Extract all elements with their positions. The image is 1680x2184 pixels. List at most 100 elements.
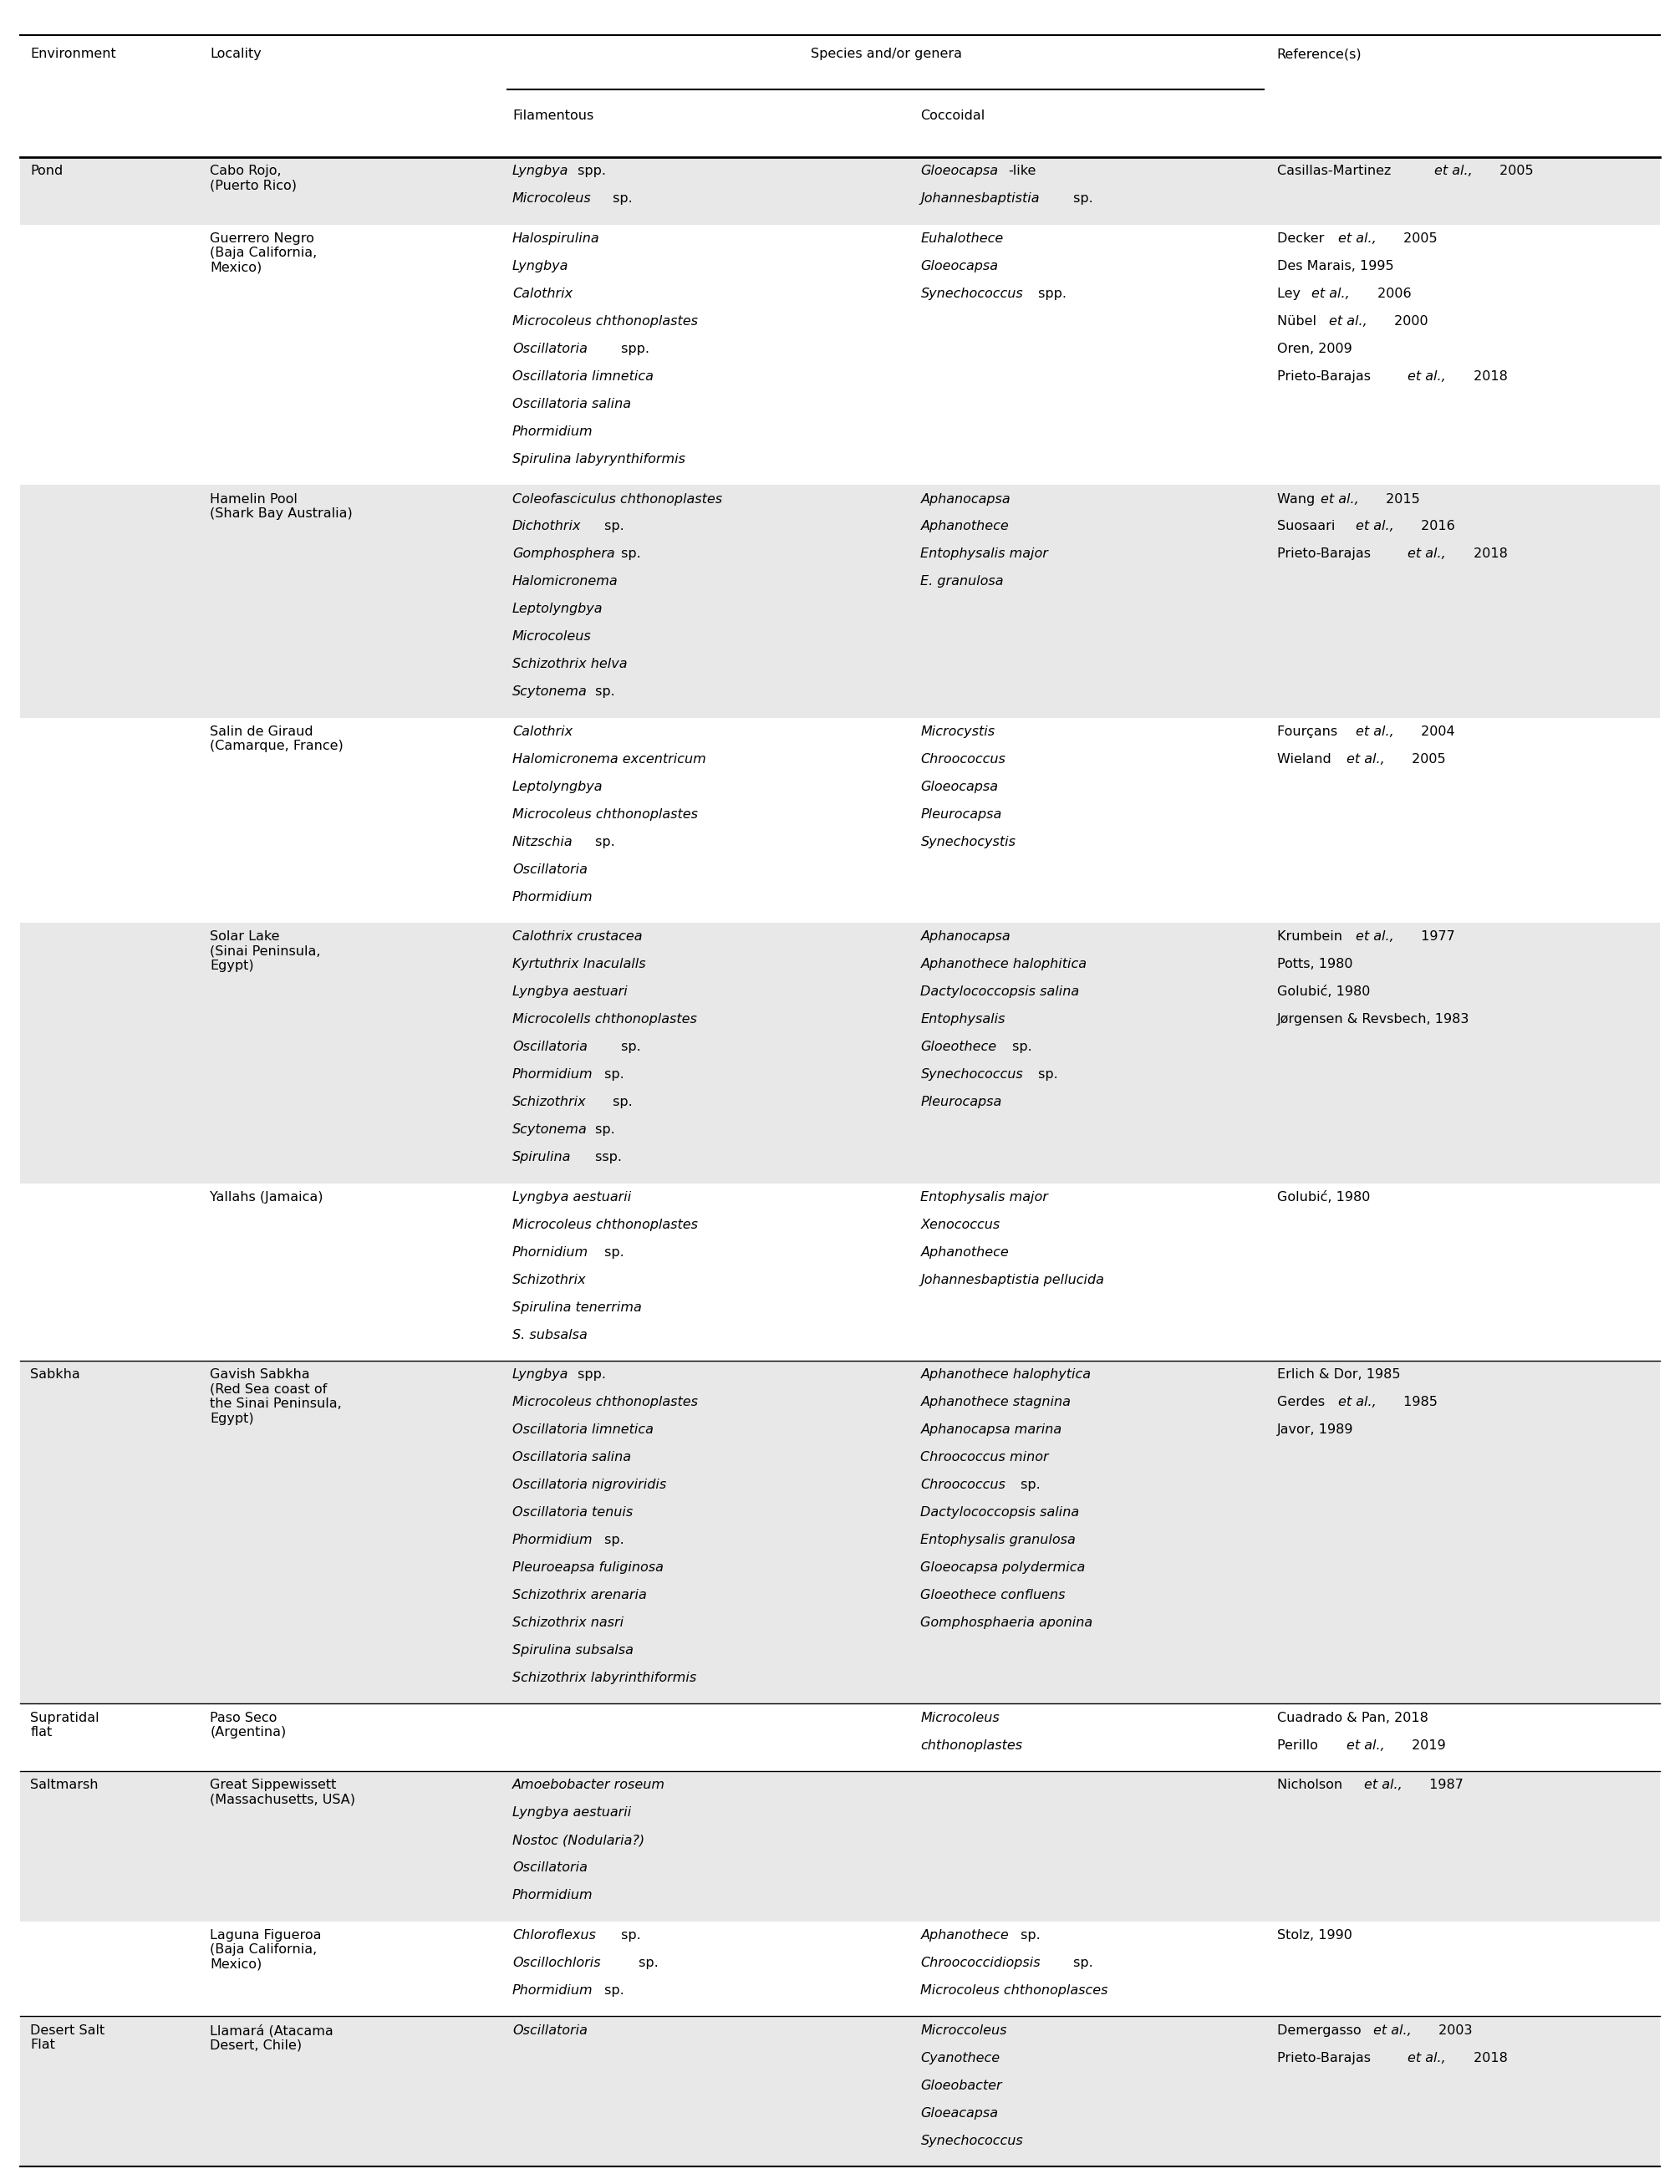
- Text: Scytonema: Scytonema: [512, 1123, 588, 1136]
- Text: Fourçans: Fourçans: [1277, 725, 1341, 738]
- Text: Aphanothece: Aphanothece: [921, 520, 1010, 533]
- Text: Wieland: Wieland: [1277, 753, 1336, 767]
- Text: Gloeocapsa: Gloeocapsa: [921, 166, 998, 177]
- Text: 2005: 2005: [1399, 232, 1436, 245]
- Text: Gloeacapsa: Gloeacapsa: [921, 2108, 998, 2118]
- Text: Microccoleus: Microccoleus: [921, 2025, 1006, 2038]
- Text: Aphanocapsa: Aphanocapsa: [921, 930, 1011, 943]
- Text: sp.: sp.: [617, 548, 642, 561]
- Text: Jørgensen & Revsbech, 1983: Jørgensen & Revsbech, 1983: [1277, 1013, 1470, 1026]
- Text: Lyngbya: Lyngbya: [512, 1369, 570, 1380]
- Text: -like: -like: [1008, 166, 1037, 177]
- Text: Synechococcus: Synechococcus: [921, 2134, 1023, 2147]
- Text: Leptolyngbya: Leptolyngbya: [512, 603, 603, 616]
- Text: 2004: 2004: [1416, 725, 1455, 738]
- Text: Spirulina tenerrima: Spirulina tenerrima: [512, 1302, 642, 1313]
- Text: Stolz, 1990: Stolz, 1990: [1277, 1928, 1352, 1942]
- Text: Erlich & Dor, 1985: Erlich & Dor, 1985: [1277, 1369, 1399, 1380]
- Text: sp.: sp.: [1008, 1042, 1032, 1053]
- Text: sp.: sp.: [1035, 1068, 1058, 1081]
- Text: Schizothrix helva: Schizothrix helva: [512, 657, 627, 670]
- Text: Environment: Environment: [30, 48, 116, 61]
- Text: sp.: sp.: [1016, 1928, 1042, 1942]
- Text: Salin de Giraud
(Camarque, France): Salin de Giraud (Camarque, France): [210, 725, 343, 753]
- Text: Species and/or genera: Species and/or genera: [810, 48, 963, 61]
- Text: et al.,: et al.,: [1337, 232, 1376, 245]
- Text: 1985: 1985: [1399, 1396, 1438, 1409]
- Text: Paso Seco
(Argentina): Paso Seco (Argentina): [210, 1712, 286, 1738]
- Text: Oscillatoria: Oscillatoria: [512, 863, 588, 876]
- Text: Demergasso: Demergasso: [1277, 2025, 1366, 2038]
- Text: spp.: spp.: [573, 1369, 606, 1380]
- Text: Calothrix crustacea: Calothrix crustacea: [512, 930, 642, 943]
- Text: Phormidium: Phormidium: [512, 426, 593, 437]
- Text: Chroococcus minor: Chroococcus minor: [921, 1450, 1048, 1463]
- Text: Gloeocapsa polydermica: Gloeocapsa polydermica: [921, 1562, 1085, 1575]
- Text: Filamentous: Filamentous: [512, 109, 593, 122]
- Text: Halomicronema excentricum: Halomicronema excentricum: [512, 753, 706, 767]
- Text: Pleurocapsa: Pleurocapsa: [921, 1096, 1001, 1109]
- Text: et al.,: et al.,: [1356, 725, 1394, 738]
- Text: Spirulina labyrynthiformis: Spirulina labyrynthiformis: [512, 452, 685, 465]
- Text: et al.,: et al.,: [1347, 1738, 1384, 1752]
- Text: Microcoleus chthonoplastes: Microcoleus chthonoplastes: [512, 808, 697, 821]
- Text: sp.: sp.: [600, 1247, 623, 1258]
- Text: Microcolells chthonoplastes: Microcolells chthonoplastes: [512, 1013, 697, 1026]
- Text: 2018: 2018: [1468, 548, 1507, 561]
- Text: Lyngbya aestuarii: Lyngbya aestuarii: [512, 1190, 632, 1203]
- Text: chthonoplastes: chthonoplastes: [921, 1738, 1023, 1752]
- Text: 1987: 1987: [1425, 1780, 1463, 1791]
- Text: Javor, 1989: Javor, 1989: [1277, 1424, 1354, 1437]
- Text: Cyanothece: Cyanothece: [921, 2051, 1000, 2064]
- Bar: [20, 157, 1660, 225]
- Text: Krumbein: Krumbein: [1277, 930, 1346, 943]
- Text: 1977: 1977: [1416, 930, 1455, 943]
- Text: Perillo: Perillo: [1277, 1738, 1322, 1752]
- Text: Microcoleus: Microcoleus: [921, 1712, 1000, 1723]
- Text: Aphanothece halophytica: Aphanothece halophytica: [921, 1369, 1090, 1380]
- Text: Gomphosphaeria aponina: Gomphosphaeria aponina: [921, 1616, 1094, 1629]
- Text: Aphanothece: Aphanothece: [921, 1247, 1010, 1258]
- Text: Phormidium: Phormidium: [512, 1068, 593, 1081]
- Text: 2000: 2000: [1391, 314, 1428, 328]
- Text: Lyngbya aestuarii: Lyngbya aestuarii: [512, 1806, 632, 1819]
- Text: Yallahs (Jamaica): Yallahs (Jamaica): [210, 1190, 323, 1203]
- Text: Gloeothece: Gloeothece: [921, 1042, 996, 1053]
- Text: Oscillatoria: Oscillatoria: [512, 343, 588, 356]
- Bar: [20, 1771, 1660, 1922]
- Text: Phormidium: Phormidium: [512, 1533, 593, 1546]
- Text: et al.,: et al.,: [1320, 494, 1359, 505]
- Text: Pond: Pond: [30, 166, 64, 177]
- Text: spp.: spp.: [573, 166, 606, 177]
- Text: 2019: 2019: [1408, 1738, 1446, 1752]
- Text: Calothrix: Calothrix: [512, 725, 573, 738]
- Text: Laguna Figueroa
(Baja California,
Mexico): Laguna Figueroa (Baja California, Mexico…: [210, 1928, 321, 1970]
- Text: et al.,: et al.,: [1364, 1780, 1403, 1791]
- Text: Xenococcus: Xenococcus: [921, 1219, 1000, 1232]
- Text: et al.,: et al.,: [1408, 2051, 1446, 2064]
- Text: Coccoidal: Coccoidal: [921, 109, 984, 122]
- Text: Nübel: Nübel: [1277, 314, 1320, 328]
- Text: Solar Lake
(Sinai Peninsula,
Egypt): Solar Lake (Sinai Peninsula, Egypt): [210, 930, 321, 972]
- Text: 2016: 2016: [1416, 520, 1455, 533]
- Text: Dactylococcopsis salina: Dactylococcopsis salina: [921, 1507, 1080, 1518]
- Text: Gloeocapsa: Gloeocapsa: [921, 260, 998, 273]
- Text: Johannesbaptistia pellucida: Johannesbaptistia pellucida: [921, 1273, 1104, 1286]
- Bar: [20, 2016, 1660, 2167]
- Text: 2018: 2018: [1468, 2051, 1507, 2064]
- Text: Aphanothece stagnina: Aphanothece stagnina: [921, 1396, 1070, 1409]
- Text: sp.: sp.: [600, 520, 623, 533]
- Text: Oscillatoria tenuis: Oscillatoria tenuis: [512, 1507, 633, 1518]
- Text: Oscillatoria limnetica: Oscillatoria limnetica: [512, 1424, 654, 1437]
- Text: Ley: Ley: [1277, 288, 1304, 299]
- Text: Microcoleus chthonoplastes: Microcoleus chthonoplastes: [512, 314, 697, 328]
- Text: Schizothrix: Schizothrix: [512, 1273, 586, 1286]
- Text: Euhalothece: Euhalothece: [921, 232, 1003, 245]
- Text: Oscillochloris: Oscillochloris: [512, 1957, 601, 1970]
- Text: Decker: Decker: [1277, 232, 1329, 245]
- Text: sp.: sp.: [608, 192, 633, 205]
- Text: Gomphosphera: Gomphosphera: [512, 548, 615, 561]
- Text: et al.,: et al.,: [1408, 369, 1446, 382]
- Text: et al.,: et al.,: [1312, 288, 1351, 299]
- Text: E. granulosa: E. granulosa: [921, 574, 1005, 587]
